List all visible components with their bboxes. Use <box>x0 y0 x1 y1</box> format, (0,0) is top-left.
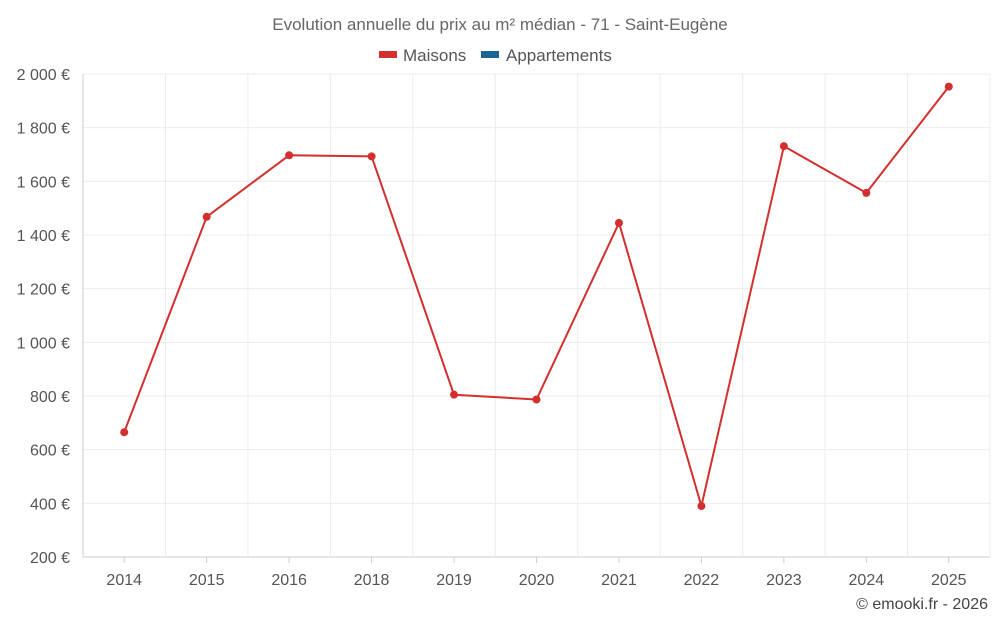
data-point-maisons-2021[interactable] <box>614 218 623 227</box>
x-tick-label: 2018 <box>354 572 390 589</box>
data-point-maisons-2016[interactable] <box>285 151 294 160</box>
data-point-maisons-2018[interactable] <box>367 152 376 161</box>
y-tick-label: 800 € <box>30 389 70 406</box>
legend-label-appartements: Appartements <box>506 46 612 65</box>
x-tick-label: 2021 <box>601 572 637 589</box>
data-point-maisons-2025[interactable] <box>944 82 953 91</box>
y-axis: 200 € 400 € 600 € 800 € 1 000 € 1 200 € 1 400 … <box>17 67 70 567</box>
y-tick-label: 1 400 € <box>17 228 70 245</box>
y-tick-label: 400 € <box>30 496 70 513</box>
legend-swatch-maisons <box>379 51 397 58</box>
legend-swatch-appartements <box>481 51 499 58</box>
chart-title: Evolution annuelle du prix au m² médian … <box>272 15 728 34</box>
legend: Maisons Appartements <box>379 46 612 65</box>
x-tick-label: 2014 <box>106 572 142 589</box>
y-tick-label: 2 000 € <box>17 67 70 84</box>
x-tick-label: 2025 <box>931 572 967 589</box>
data-point-maisons-2020[interactable] <box>532 395 541 404</box>
y-tick-label: 1 200 € <box>17 282 70 299</box>
legend-item-appartements[interactable]: Appartements <box>481 46 612 65</box>
x-tick-label: 2024 <box>849 572 885 589</box>
x-tick-label: 2016 <box>271 572 307 589</box>
y-tick-label: 200 € <box>30 550 70 567</box>
y-tick-label: 1 800 € <box>17 121 70 138</box>
data-point-maisons-2015[interactable] <box>202 212 211 221</box>
data-point-maisons-2023[interactable] <box>779 142 788 151</box>
plot-area <box>120 82 953 511</box>
x-tick-label: 2015 <box>189 572 225 589</box>
legend-label-maisons: Maisons <box>403 46 466 65</box>
y-tick-label: 600 € <box>30 443 70 460</box>
x-tick-label: 2022 <box>684 572 720 589</box>
x-tick-label: 2020 <box>519 572 555 589</box>
data-point-maisons-2014[interactable] <box>120 428 129 437</box>
credit-text: © emooki.fr - 2026 <box>856 596 988 613</box>
legend-item-maisons[interactable]: Maisons <box>379 46 466 65</box>
data-point-maisons-2022[interactable] <box>697 502 706 511</box>
y-tick-label: 1 000 € <box>17 335 70 352</box>
y-tick-label: 1 600 € <box>17 174 70 191</box>
data-point-maisons-2024[interactable] <box>862 188 871 197</box>
x-tick-label: 2019 <box>436 572 472 589</box>
grid <box>82 73 991 558</box>
x-axis: 2014 2015 2016 2018 2019 2020 2021 2022 2023 2024… <box>106 557 967 589</box>
data-point-maisons-2019[interactable] <box>450 390 459 399</box>
x-tick-label: 2023 <box>766 572 802 589</box>
